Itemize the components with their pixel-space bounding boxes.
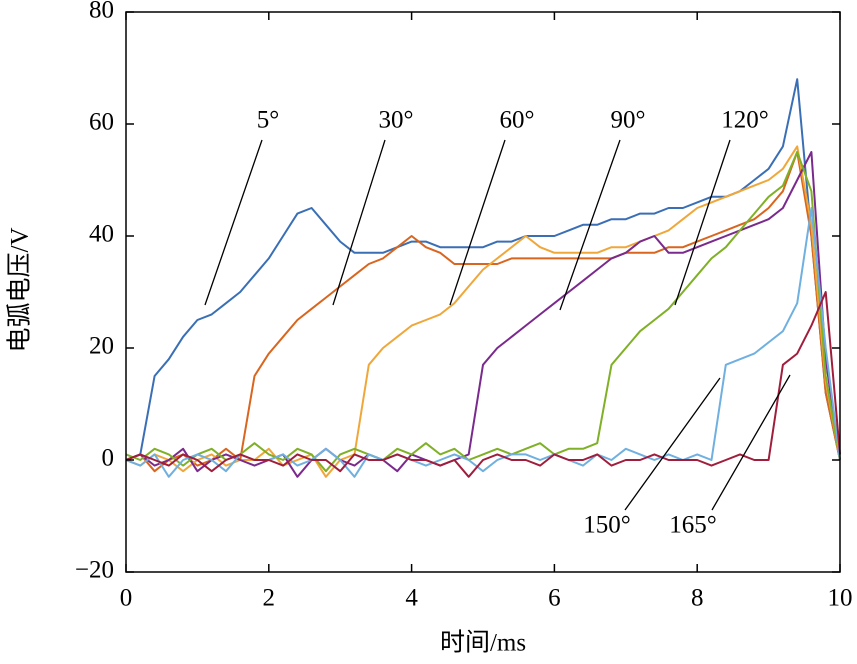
y-tick-label: 60 [89,109,114,136]
x-tick-label: 10 [828,585,853,612]
y-tick-label: 0 [102,445,115,472]
y-tick-label: 80 [89,0,114,24]
plot-frame [125,11,841,573]
x-tick-label: 2 [263,585,276,612]
data-line [125,151,841,478]
y-axis-title: 电弧电压/V [6,227,34,352]
data-line [125,78,841,461]
x-tick-label: 0 [120,585,133,612]
y-tick-label: 40 [89,221,114,248]
leader-line [711,374,791,511]
data-line [125,291,841,478]
series-label: 120° [721,107,769,134]
x-tick-label: 8 [691,585,704,612]
series-label: 5° [257,107,280,134]
leader-line [674,139,731,306]
series-label: 90° [611,107,646,134]
series-label: 30° [379,107,414,134]
x-tick-label: 4 [405,585,418,612]
leader-line [559,139,621,311]
x-axis-title: 时间/ms [440,629,526,657]
leader-line [332,139,386,306]
leader-line [624,377,721,511]
leader-line [204,139,263,306]
series-label: 165° [669,512,717,539]
data-line [125,207,841,478]
series-label: 150° [583,512,631,539]
data-line [125,151,841,473]
leader-line [449,139,506,306]
data-line [125,145,841,478]
x-tick-label: 6 [548,585,561,612]
data-line [125,151,841,473]
series-label: 60° [500,107,535,134]
y-tick-label: 20 [89,333,114,360]
y-tick-label: −20 [75,557,114,584]
